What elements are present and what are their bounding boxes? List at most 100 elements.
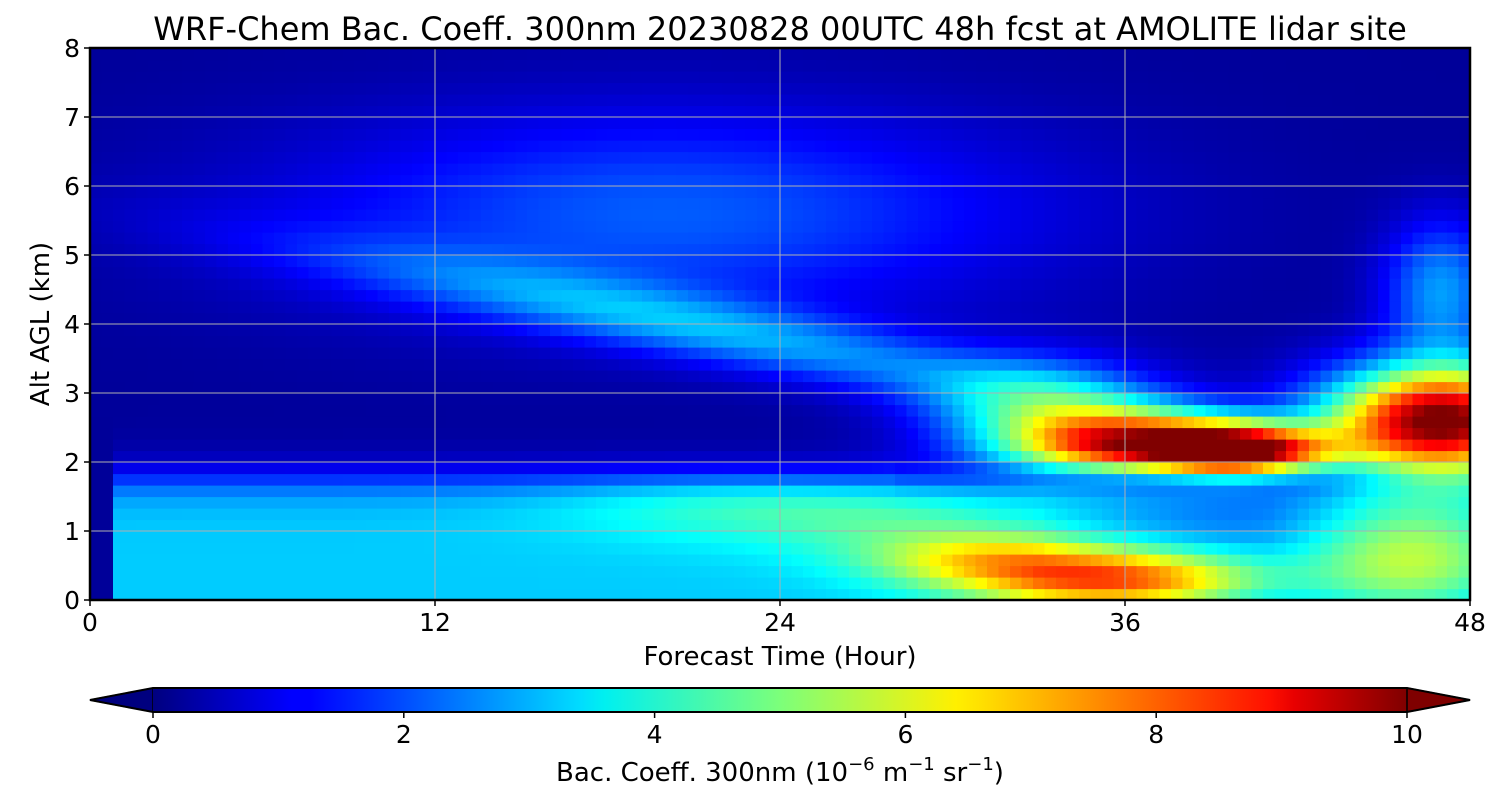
heat-cell — [860, 531, 873, 544]
heat-cell — [205, 232, 218, 245]
heat-cell — [1079, 209, 1092, 222]
heat-cell — [389, 186, 402, 199]
heat-cell — [1148, 151, 1161, 164]
heat-cell — [860, 301, 873, 314]
heat-cell — [1136, 416, 1149, 429]
heat-cell — [389, 94, 402, 107]
heat-cell — [872, 59, 885, 72]
heat-cell — [1205, 519, 1218, 532]
heat-cell — [216, 381, 229, 394]
heat-cell — [929, 301, 942, 314]
heat-cell — [389, 542, 402, 555]
heat-cell — [1044, 370, 1057, 383]
heat-cell — [1010, 427, 1023, 440]
heat-cell — [642, 312, 655, 325]
heat-cell — [90, 151, 103, 164]
heat-cell — [584, 140, 597, 153]
heat-cell — [688, 485, 701, 498]
heat-cell — [906, 312, 919, 325]
heat-cell — [607, 197, 620, 210]
heat-cell — [1240, 140, 1253, 153]
heat-cell — [423, 565, 436, 578]
heat-cell — [745, 243, 758, 256]
heat-cell — [1228, 48, 1241, 61]
heat-cell — [803, 163, 816, 176]
heat-cell — [423, 347, 436, 360]
heat-cell — [883, 508, 896, 521]
heat-cell — [791, 71, 804, 84]
heat-cell — [987, 209, 1000, 222]
heat-cell — [849, 312, 862, 325]
heat-cell — [492, 220, 505, 233]
heat-cell — [423, 71, 436, 84]
heat-cell — [228, 450, 241, 463]
heat-cell — [147, 439, 160, 452]
heat-cell — [1217, 197, 1230, 210]
heat-cell — [941, 278, 954, 291]
heat-cell — [101, 416, 114, 429]
heat-cell — [1263, 163, 1276, 176]
heat-cell — [676, 140, 689, 153]
heat-cell — [1021, 301, 1034, 314]
heat-cell — [354, 427, 367, 440]
heat-cell — [676, 324, 689, 337]
heat-cell — [1033, 232, 1046, 245]
heat-cell — [665, 140, 678, 153]
heat-cell — [1159, 197, 1172, 210]
heat-cell — [251, 48, 264, 61]
heat-cell — [998, 531, 1011, 544]
heat-cell — [1067, 416, 1080, 429]
heat-cell — [285, 266, 298, 279]
heat-cell — [1044, 278, 1057, 291]
heat-cell — [1240, 393, 1253, 406]
heat-cell — [412, 71, 425, 84]
heat-cell — [389, 140, 402, 153]
heat-cell — [872, 105, 885, 118]
heat-cell — [872, 404, 885, 417]
heat-cell — [711, 577, 724, 590]
heat-cell — [274, 82, 287, 95]
heat-cell — [653, 232, 666, 245]
heat-cell — [768, 163, 781, 176]
heat-cell — [147, 163, 160, 176]
heat-cell — [446, 473, 459, 486]
heat-cell — [285, 117, 298, 130]
heat-cell — [1125, 427, 1138, 440]
heat-cell — [159, 335, 172, 348]
heat-cell — [527, 416, 540, 429]
heat-cell — [170, 232, 183, 245]
heat-cell — [331, 301, 344, 314]
heat-cell — [1263, 519, 1276, 532]
heat-cell — [274, 243, 287, 256]
heat-cell — [1010, 220, 1023, 233]
heat-cell — [274, 117, 287, 130]
heat-cell — [872, 209, 885, 222]
heat-cell — [826, 278, 839, 291]
heat-cell — [837, 128, 850, 141]
heat-cell — [745, 151, 758, 164]
heat-cell — [400, 370, 413, 383]
heat-cell — [791, 140, 804, 153]
heat-cell — [573, 82, 586, 95]
heat-cell — [872, 186, 885, 199]
heat-cell — [124, 427, 137, 440]
heat-cell — [412, 312, 425, 325]
heat-cell — [734, 128, 747, 141]
heat-cell — [492, 577, 505, 590]
heat-cell — [515, 347, 528, 360]
heat-cell — [492, 105, 505, 118]
heat-cell — [780, 255, 793, 268]
heat-cell — [527, 140, 540, 153]
heat-cell — [481, 462, 494, 475]
heat-cell — [1217, 278, 1230, 291]
heat-cell — [285, 427, 298, 440]
heat-cell — [113, 278, 126, 291]
heat-cell — [446, 312, 459, 325]
heat-cell — [1217, 312, 1230, 325]
heat-cell — [159, 508, 172, 521]
heat-cell — [757, 243, 770, 256]
heat-cell — [469, 117, 482, 130]
heat-cell — [469, 508, 482, 521]
heat-cell — [515, 508, 528, 521]
heat-cell — [734, 439, 747, 452]
